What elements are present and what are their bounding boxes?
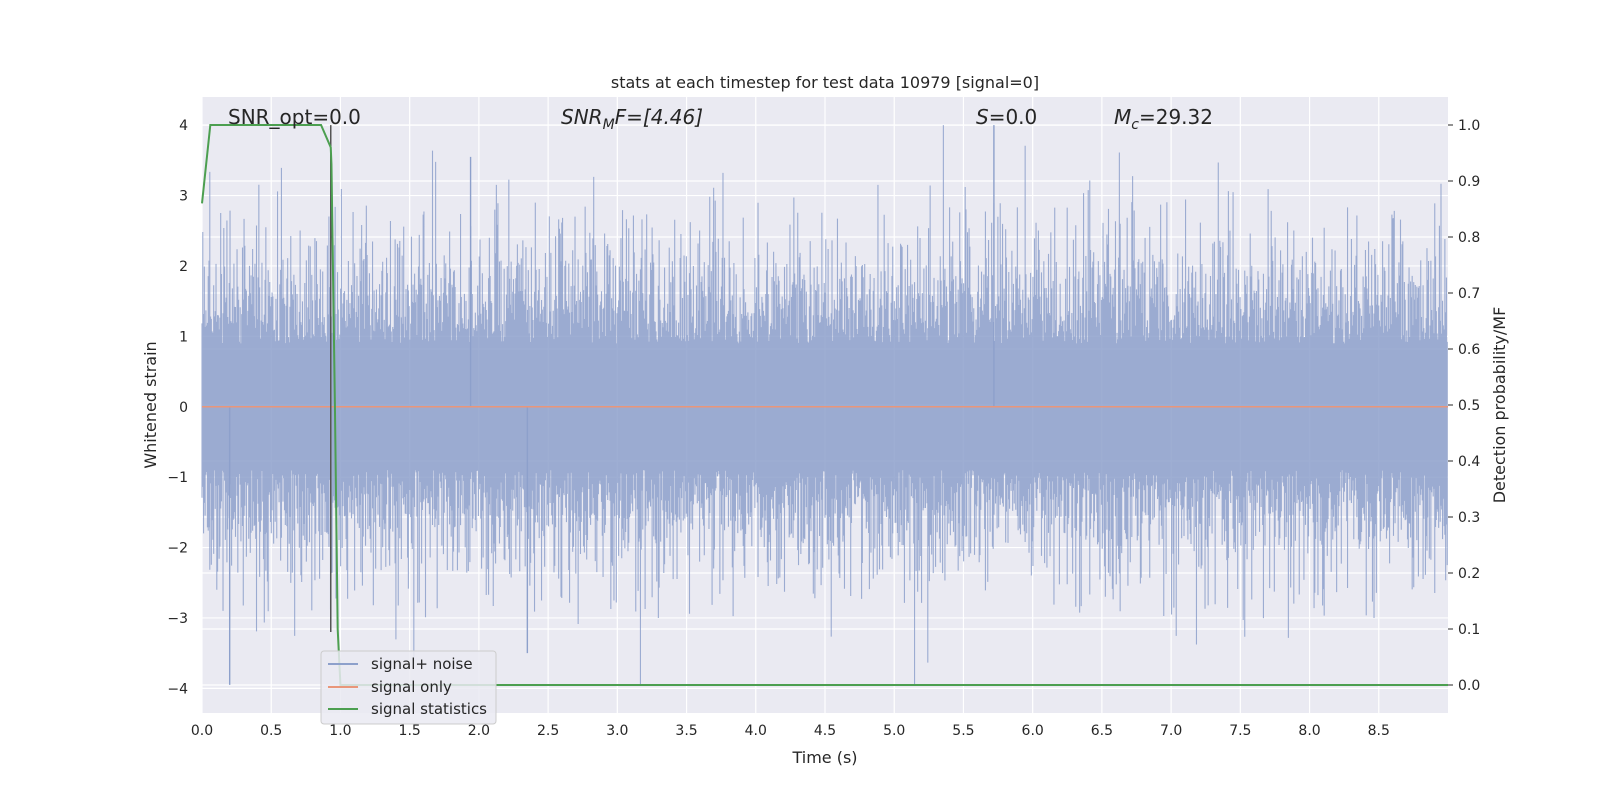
annotation-mc-rest: =29.32 xyxy=(1139,105,1213,129)
y-tick-label: −2 xyxy=(167,541,188,557)
x-tick-label: 5.0 xyxy=(883,723,905,739)
x-tick-label: 4.5 xyxy=(814,723,836,739)
x-tick-label: 7.5 xyxy=(1229,723,1251,739)
y-right-tick-label: 0.3 xyxy=(1458,510,1480,526)
x-tick-label: 8.5 xyxy=(1368,723,1390,739)
annotation-mc-base: M xyxy=(1114,105,1131,129)
annotation-snr-mf: SNRMF=[4.46] xyxy=(561,105,703,133)
y-tick-label: 0 xyxy=(179,400,188,416)
legend: signal+ noise signal only signal statist… xyxy=(320,650,497,725)
y-right-tick-label: 0.0 xyxy=(1458,678,1480,694)
x-tick-label: 2.5 xyxy=(537,723,559,739)
y-right-tick-label: 0.2 xyxy=(1458,566,1480,582)
x-tick-label: 0.5 xyxy=(260,723,282,739)
y-tick-label: −3 xyxy=(167,611,188,627)
annotation-s: S=0.0 xyxy=(976,105,1037,129)
annotation-snr-mf-sub: M xyxy=(603,117,615,133)
annotation-snr-mf-base: SNR xyxy=(561,105,603,129)
y-tick-label: 1 xyxy=(179,329,188,345)
legend-label-signal-statistics: signal statistics xyxy=(371,700,487,718)
x-tick-label: 3.5 xyxy=(675,723,697,739)
y-right-tick-label: 0.9 xyxy=(1458,174,1480,190)
y-right-tick-label: 0.8 xyxy=(1458,230,1480,246)
x-tick-label: 2.0 xyxy=(468,723,490,739)
x-tick-label: 3.0 xyxy=(606,723,628,739)
signal-statistics-series xyxy=(201,124,1448,686)
y-right-tick-label: 1.0 xyxy=(1458,118,1480,134)
x-axis-ticks: 0.0 0.5 1.0 1.5 2.0 2.5 3.0 3.5 4.0 4.5 5.0 5.5 6.0 6… xyxy=(191,723,1390,739)
x-tick-label: 7.0 xyxy=(1160,723,1182,739)
x-tick-label: 4.0 xyxy=(745,723,767,739)
legend-label-signal-noise: signal+ noise xyxy=(371,655,473,673)
y-right-axis-label: Detection probability/MF xyxy=(1490,307,1509,504)
y-tick-label: 3 xyxy=(179,189,188,205)
annotation-snr-mf-rest: F=[4.46] xyxy=(615,105,703,129)
x-tick-label: 8.0 xyxy=(1298,723,1320,739)
y-right-tick-label: 0.6 xyxy=(1458,342,1480,358)
annotation-s-base: S xyxy=(976,105,989,129)
annotation-mc-sub: c xyxy=(1131,117,1139,133)
y-right-tick-label: 0.4 xyxy=(1458,454,1480,470)
y-tick-label: −1 xyxy=(167,470,188,486)
legend-box xyxy=(320,650,497,725)
y-tick-label: 4 xyxy=(179,118,188,134)
y-right-tick-label: 0.1 xyxy=(1458,622,1480,638)
annotation-s-rest: =0.0 xyxy=(989,105,1038,129)
x-tick-label: 1.0 xyxy=(329,723,351,739)
x-tick-label: 5.5 xyxy=(952,723,974,739)
y-right-tick-label: 0.5 xyxy=(1458,398,1480,414)
legend-label-signal-only: signal only xyxy=(371,678,452,696)
y-right-axis-ticks: 1.0 0.9 0.8 0.7 0.6 0.5 0.4 0.3 0.2 0.1 0.0 xyxy=(1448,118,1480,694)
x-tick-label: 0.0 xyxy=(191,723,213,739)
y-axis-label: Whitened strain xyxy=(141,341,160,468)
annotation-mc: Mc=29.32 xyxy=(1114,105,1213,133)
chart-title: stats at each timestep for test data 109… xyxy=(611,73,1039,92)
annotation-snr-opt: SNR_opt=0.0 xyxy=(228,105,361,129)
signal-noise-path xyxy=(201,125,1448,685)
x-tick-label: 6.0 xyxy=(1022,723,1044,739)
x-axis-label: Time (s) xyxy=(791,748,857,767)
y-axis-ticks: 4 3 2 1 0 −1 −2 −3 −4 xyxy=(167,118,188,697)
y-tick-label: 2 xyxy=(179,259,188,275)
y-tick-label: −4 xyxy=(167,681,188,697)
y-right-tick-label: 0.7 xyxy=(1458,286,1480,302)
signal-noise-series xyxy=(201,125,1448,685)
x-tick-label: 1.5 xyxy=(399,723,421,739)
x-tick-label: 6.5 xyxy=(1091,723,1113,739)
